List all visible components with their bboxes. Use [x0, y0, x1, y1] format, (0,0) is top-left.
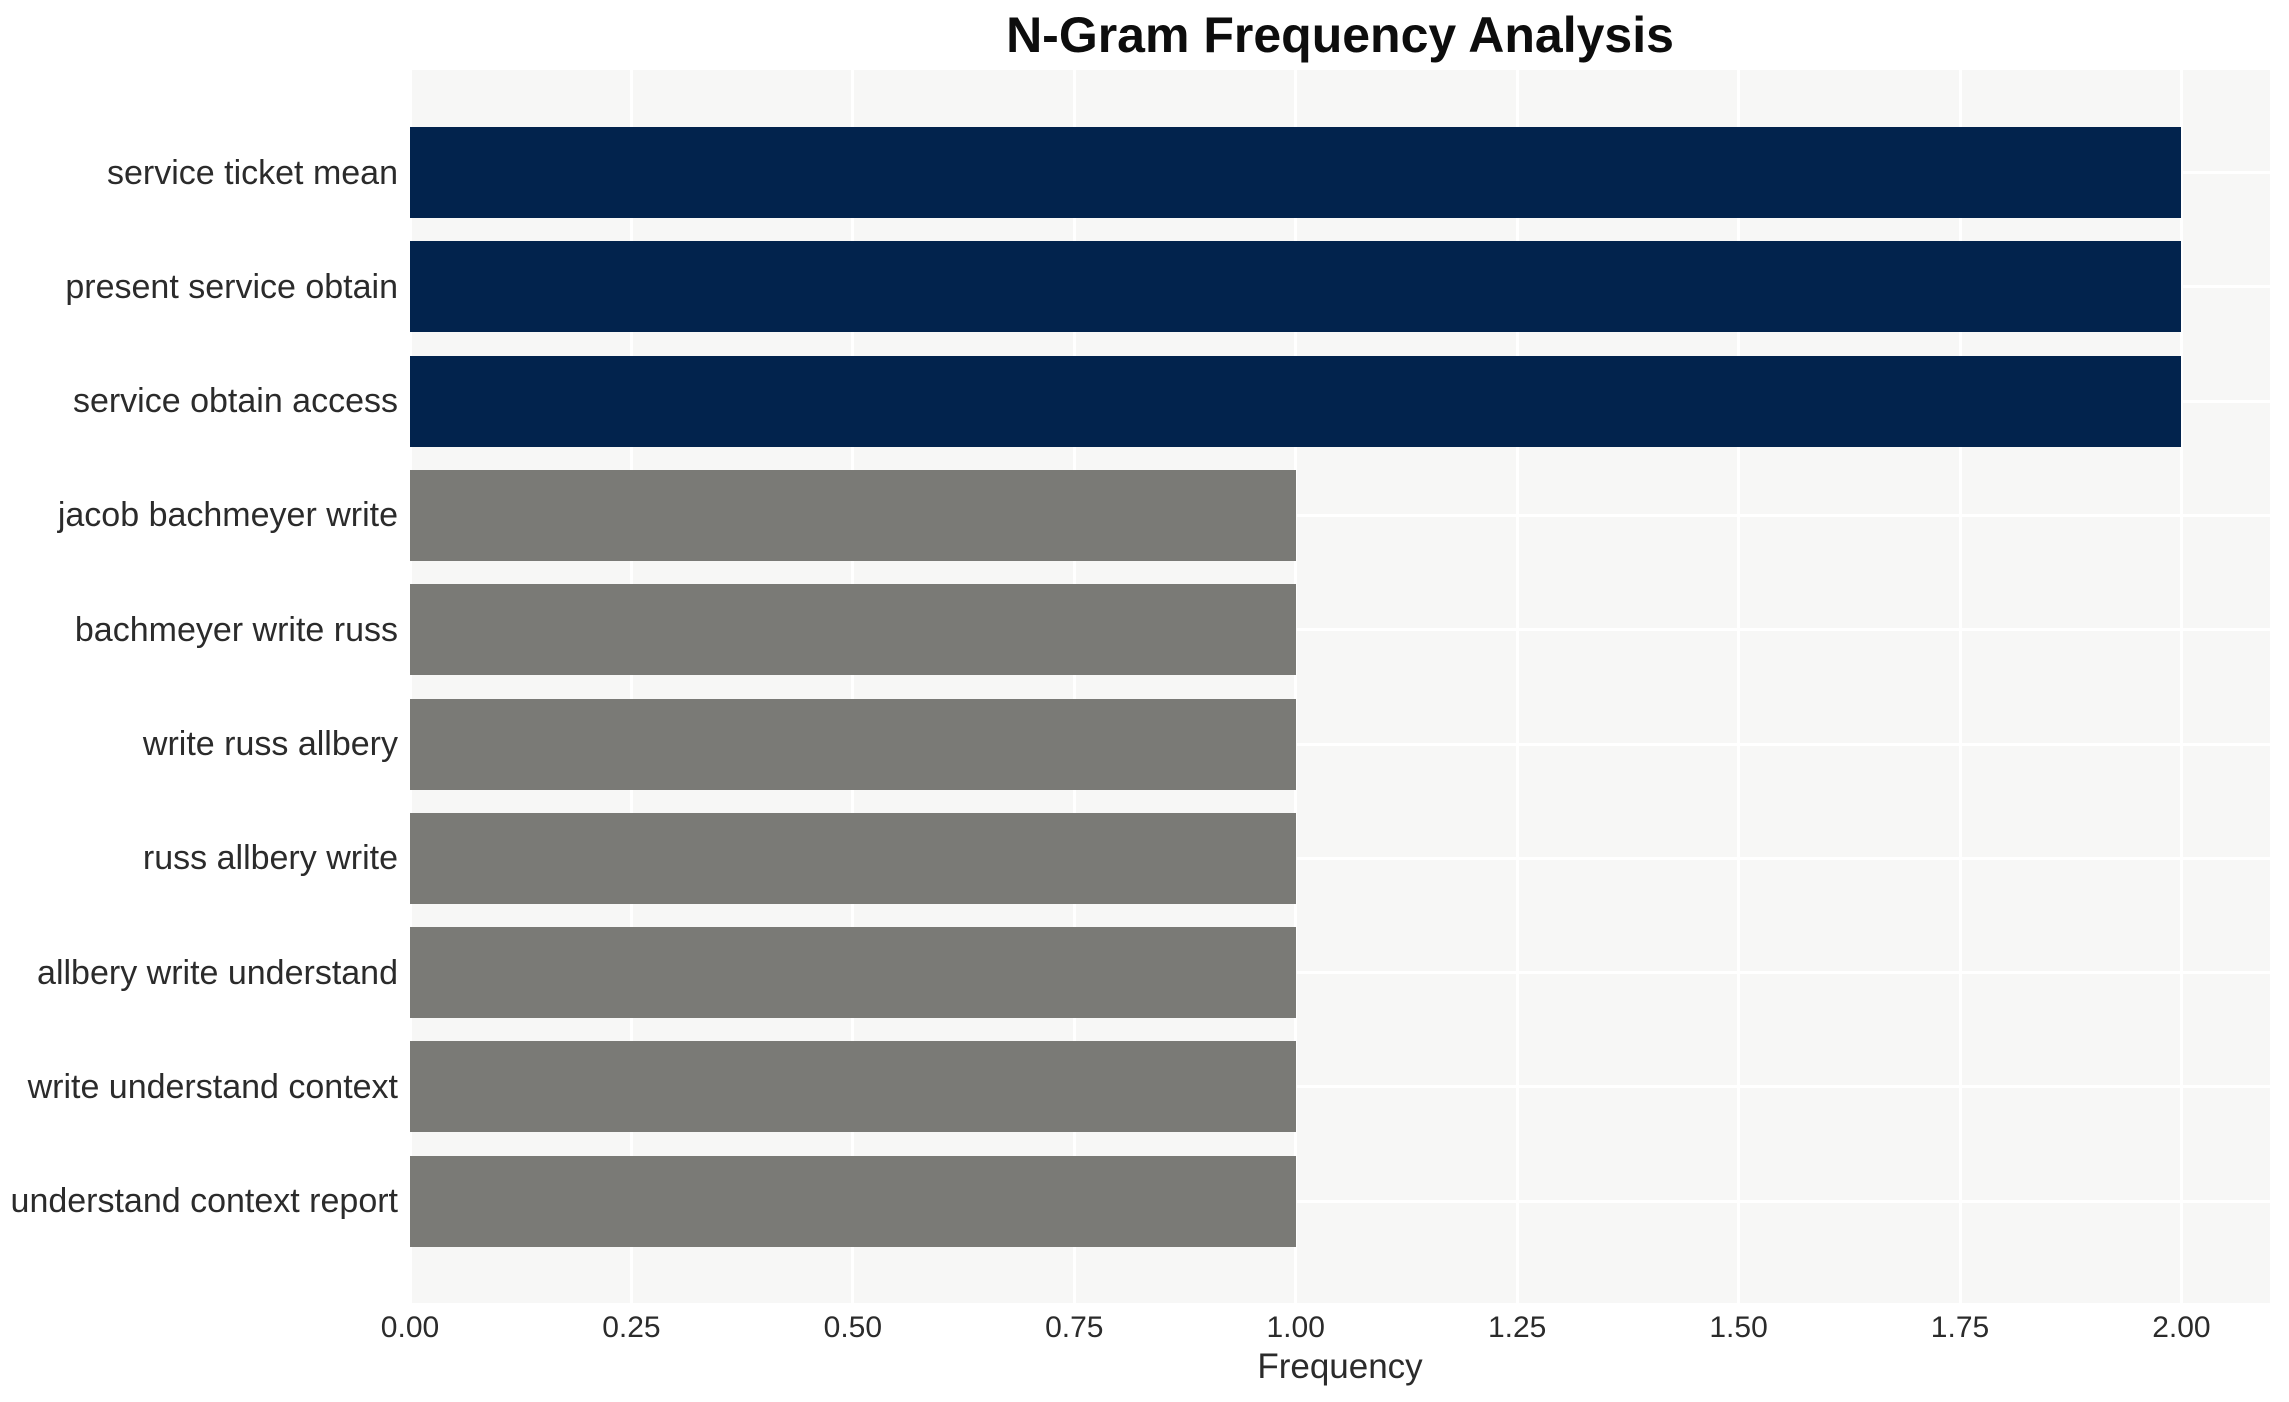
x-gridline [1737, 70, 1741, 1303]
chart-title: N-Gram Frequency Analysis [1006, 7, 1674, 63]
x-gridline [1294, 70, 1298, 1303]
y-tick-label: allbery write understand [37, 953, 398, 992]
x-axis-label: Frequency [1257, 1347, 1423, 1386]
y-gridline [410, 856, 2270, 860]
y-tick-label: bachmeyer write russ [74, 610, 398, 649]
y-tick-label: jacob bachmeyer write [57, 496, 398, 535]
bar [410, 127, 2182, 218]
y-gridline [410, 742, 2270, 746]
x-gridline [2179, 70, 2183, 1303]
bar [410, 469, 1296, 561]
y-gridline [410, 513, 2270, 517]
y-tick-label: write russ allbery [142, 725, 398, 763]
x-gridline [851, 70, 855, 1303]
bar [410, 355, 2182, 447]
x-tick-label: 1.00 [1266, 1311, 1325, 1344]
x-gridline [408, 70, 412, 1303]
y-gridline [410, 1199, 2270, 1203]
bar [410, 927, 1296, 1019]
bar [410, 1041, 1296, 1133]
x-gridline [1515, 70, 1519, 1303]
bar [410, 584, 1296, 676]
y-gridline [410, 1085, 2270, 1089]
x-gridline [629, 70, 633, 1303]
y-tick-label: service ticket mean [107, 153, 398, 192]
bar [410, 241, 2182, 333]
plot-area [408, 70, 2270, 1303]
x-tick-label: 0.50 [823, 1311, 883, 1344]
y-tick-label: write understand context [27, 1067, 398, 1106]
bar [410, 698, 1296, 790]
x-gridline [1958, 70, 1962, 1303]
x-tick-label: 2.00 [2152, 1311, 2211, 1344]
x-tick-label: 1.50 [1709, 1311, 1768, 1344]
y-tick-label: russ allbery write [142, 839, 398, 878]
y-tick-label: present service obtain [65, 267, 398, 306]
y-tick-label: service obtain access [72, 382, 398, 421]
bar [410, 1155, 1296, 1247]
bar [410, 812, 1296, 904]
y-tick-label: understand context report [10, 1182, 398, 1221]
x-gridline [1072, 70, 1076, 1303]
y-gridline [410, 628, 2270, 632]
x-tick-label: 1.25 [1487, 1311, 1547, 1344]
x-tick-label: 1.75 [1930, 1311, 1990, 1344]
y-gridline [410, 971, 2270, 975]
x-tick-label: 0.25 [602, 1311, 661, 1344]
x-tick-label: 0.00 [380, 1311, 440, 1344]
x-tick-label: 0.75 [1045, 1311, 1104, 1344]
